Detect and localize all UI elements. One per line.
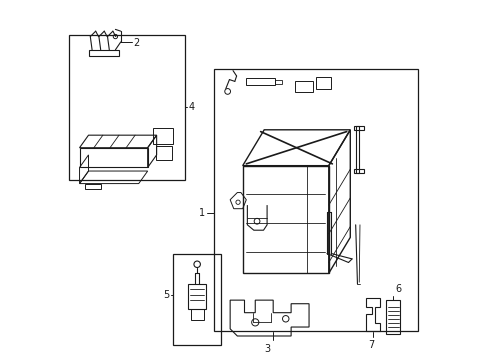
Text: 2: 2	[133, 38, 139, 48]
Text: 5: 5	[163, 290, 169, 300]
Bar	[386, 300, 400, 334]
Text: 1: 1	[199, 208, 204, 218]
Bar	[214, 69, 418, 330]
Text: 7: 7	[368, 340, 374, 350]
Bar	[190, 309, 203, 320]
Text: 4: 4	[188, 102, 195, 112]
Text: 6: 6	[394, 284, 401, 294]
Bar	[172, 253, 221, 345]
Bar	[188, 284, 206, 309]
Bar	[69, 35, 185, 180]
Text: 3: 3	[264, 344, 270, 354]
